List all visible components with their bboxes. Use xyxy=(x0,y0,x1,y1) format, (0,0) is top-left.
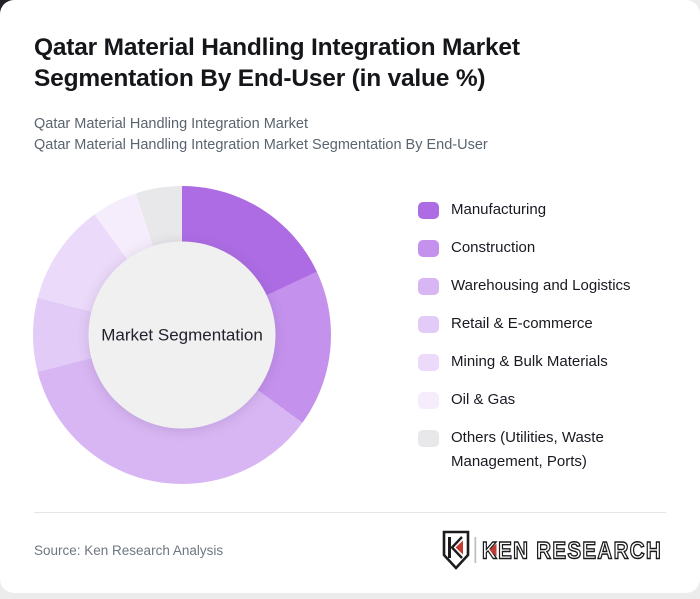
legend-item-2: Construction xyxy=(418,236,680,260)
legend-label: Others (Utilities, Waste Management, Por… xyxy=(451,429,604,470)
legend-item-1: Manufacturing xyxy=(418,198,680,222)
legend-swatch xyxy=(418,278,439,295)
legend-label: Oil & Gas xyxy=(451,391,516,408)
legend-swatch xyxy=(418,430,439,447)
legend-item-3: Warehousing and Logistics xyxy=(418,274,680,298)
legend-swatch xyxy=(418,354,439,371)
legend-item-5: Mining & Bulk Materials xyxy=(418,350,680,374)
ken-research-shield-icon xyxy=(442,530,470,570)
legend-swatch xyxy=(418,202,439,219)
chart-subtitle-line1: Qatar Material Handling Integration Mark… xyxy=(34,116,309,132)
legend-swatch xyxy=(418,316,439,333)
footer-divider xyxy=(34,512,666,513)
source-note: Source: Ken Research Analysis xyxy=(34,543,224,558)
legend-label: Warehousing and Logistics xyxy=(451,277,631,294)
chart-legend: Manufacturing Construction Warehousing a… xyxy=(418,198,680,488)
legend-item-4: Retail & E-commerce xyxy=(418,312,680,336)
legend-swatch xyxy=(418,240,439,257)
chart-subtitle: Qatar Material Handling Integration Mark… xyxy=(34,114,654,155)
ken-research-logo: KEN RESEARCH xyxy=(442,530,662,570)
legend-item-7: Others (Utilities, Waste Management, Por… xyxy=(418,426,680,474)
donut-chart: Market Segmentation xyxy=(33,186,331,484)
donut-hole: Market Segmentation xyxy=(88,241,276,429)
page-title-line1: Qatar Material Handling Integration Mark… xyxy=(34,34,520,61)
page-title: Qatar Material Handling Integration Mark… xyxy=(34,32,654,94)
legend-label: Manufacturing xyxy=(451,201,547,218)
legend-swatch xyxy=(418,392,439,409)
legend-item-6: Oil & Gas xyxy=(418,388,680,412)
logo-brand-text: KEN RESEARCH xyxy=(482,538,662,565)
legend-label: Mining & Bulk Materials xyxy=(451,353,608,370)
legend-label: Construction xyxy=(451,239,536,256)
logo-k-accent-triangle xyxy=(489,543,497,557)
page-title-line2: Segmentation By End-User (in value %) xyxy=(34,65,486,92)
donut-center-label: Market Segmentation xyxy=(101,325,263,344)
legend-label: Retail & E-commerce xyxy=(451,315,593,332)
chart-subtitle-line2: Qatar Material Handling Integration Mark… xyxy=(34,136,488,153)
logo-divider-bar xyxy=(474,537,477,563)
